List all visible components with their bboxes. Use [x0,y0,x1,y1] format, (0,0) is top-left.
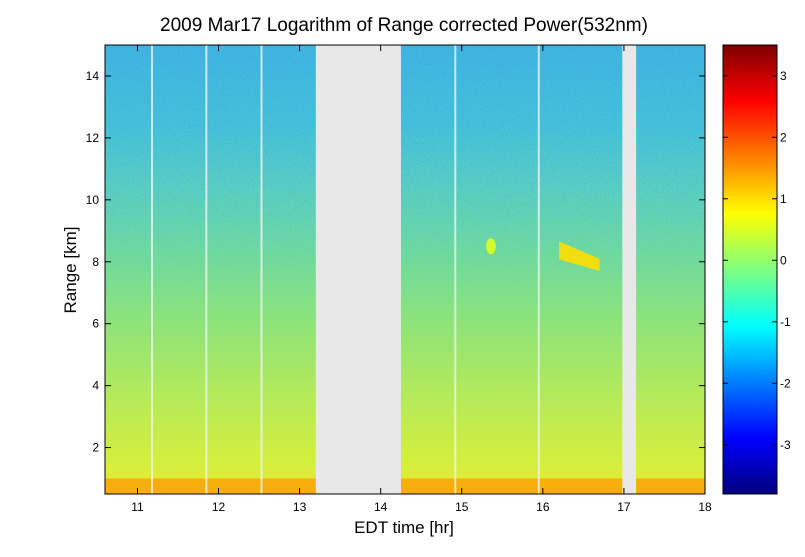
x-tick-label: 13 [293,500,307,514]
thin-data-gap-1 [151,45,154,494]
x-tick-label: 16 [536,500,550,514]
x-axis-label: EDT time [hr] [354,518,454,537]
y-tick-label: 8 [92,255,99,269]
plot-frame [104,44,706,495]
colorbar-scale [723,45,777,494]
thin-data-gap-4 [454,45,457,494]
colorbar-tick-label: -2 [780,376,791,390]
plot-area: 11 12 13 14 15 16 17 18 2 4 6 8 10 12 14 [86,44,712,514]
x-tick-label: 14 [374,500,388,514]
chart-title: 2009 Mar17 Logarithm of Range corrected … [160,15,648,36]
colorbar-tick-label: -1 [780,315,791,329]
y-tick-label: 2 [92,441,99,455]
x-tick-label: 11 [131,500,144,514]
y-tick-label: 14 [86,69,100,83]
x-tick-label: 15 [455,500,469,514]
colorbar-tick-label: 0 [780,253,787,267]
thin-data-gap-3 [260,45,263,494]
colorbar-tick-label: -3 [780,438,791,452]
y-tick-label: 10 [86,193,100,207]
colorbar-frame [722,44,778,495]
cloud-feature-1 [486,238,496,255]
x-tick-label: 17 [617,500,631,514]
x-tick-label: 12 [212,500,226,514]
cloud-feature-2 [559,241,600,271]
x-tick-label: 18 [698,500,712,514]
y-tick-label: 12 [86,131,100,145]
heatmap-noise-texture [105,45,705,494]
y-tick-label: 4 [92,379,99,393]
colorbar-tick-label: 2 [780,130,787,144]
thin-data-gap-2 [205,45,208,494]
y-axis-label: Range [km] [61,227,80,314]
data-gap-1 [315,45,401,494]
colorbar-tick-label: 3 [780,69,787,83]
thin-data-gap-5 [537,45,540,494]
colorbar-tick-label: 1 [780,192,787,206]
colorbar: -3 -2 -1 0 1 2 3 [722,44,791,495]
aerosol-boundary-layer [105,478,705,494]
data-gap-2 [622,45,637,494]
y-tick-label: 6 [92,317,99,331]
